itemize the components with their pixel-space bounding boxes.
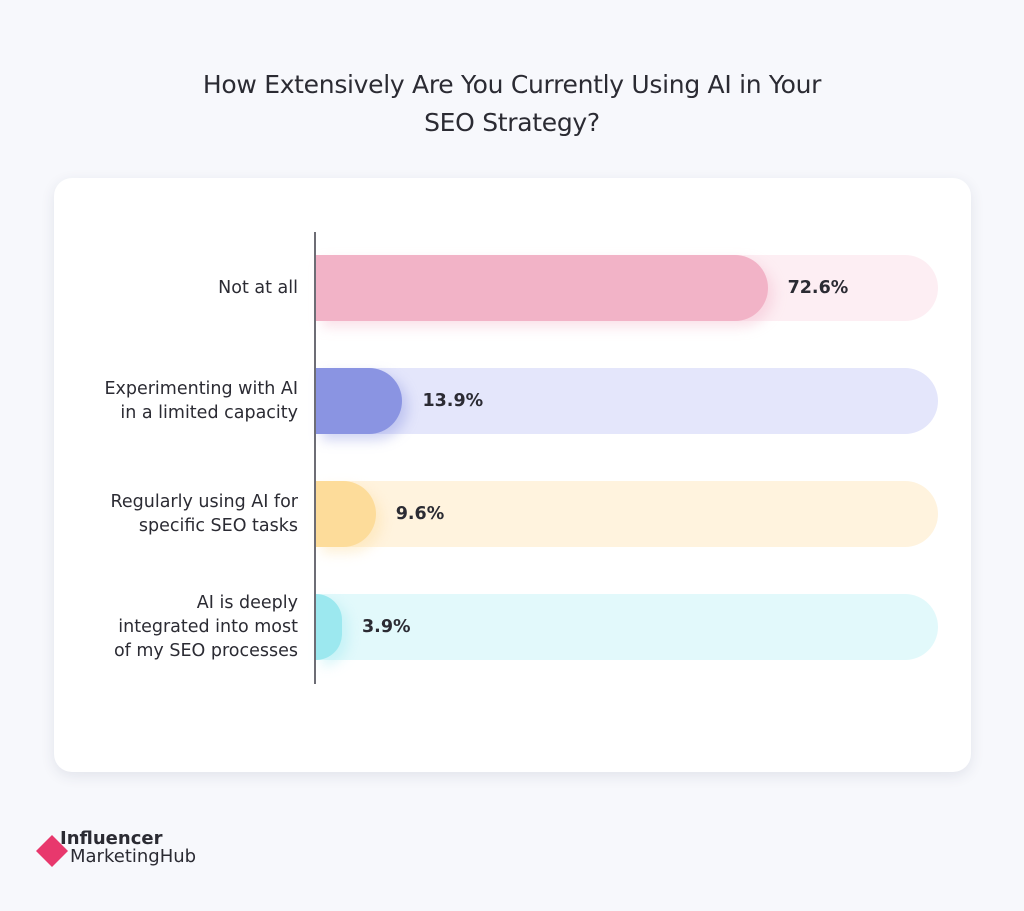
- category-label: Not at all: [58, 276, 298, 300]
- logo-diamond-icon: [36, 835, 68, 867]
- category-label: Experimenting with AI in a limited capaci…: [58, 377, 298, 425]
- bar-track: [316, 368, 938, 434]
- bar: [316, 481, 376, 547]
- category-label: Regularly using AI for specific SEO tasks: [58, 490, 299, 538]
- category-label-line: Not at all: [218, 278, 298, 298]
- chart-title: How Extensively Are You Currently Using …: [0, 66, 1024, 142]
- bar-track: [316, 594, 938, 660]
- category-label-line: integrated into most: [118, 617, 298, 637]
- bar-value-label: 9.6%: [395, 504, 445, 524]
- y-axis-line: [314, 232, 316, 684]
- bar-value-label: 13.9%: [422, 391, 484, 411]
- category-label-line: of my SEO processes: [113, 641, 298, 661]
- bar: [316, 255, 768, 321]
- category-label-line: in a limited capacity: [120, 403, 298, 423]
- category-label: AI is deeply integrated into most of my SE…: [58, 591, 298, 663]
- bar-track: [316, 481, 938, 547]
- logo-text-top: Influencer: [60, 828, 163, 849]
- category-label-line: AI is deeply: [196, 593, 298, 613]
- bar-value-label: 3.9%: [362, 617, 411, 637]
- category-label-line: Regularly using AI for: [110, 492, 299, 512]
- logo-text-bottom: MarketingHub: [70, 846, 197, 867]
- influencer-marketinghub-logo: Influencer MarketingHub: [36, 829, 236, 873]
- category-label-line: Experimenting with AI: [104, 379, 298, 399]
- bar-value-label: 72.6%: [787, 278, 849, 298]
- chart-title-line-2: SEO Strategy?: [424, 108, 600, 137]
- chart-title-line-1: How Extensively Are You Currently Using …: [202, 70, 822, 99]
- category-label-line: specific SEO tasks: [138, 516, 298, 536]
- bar: [316, 368, 403, 434]
